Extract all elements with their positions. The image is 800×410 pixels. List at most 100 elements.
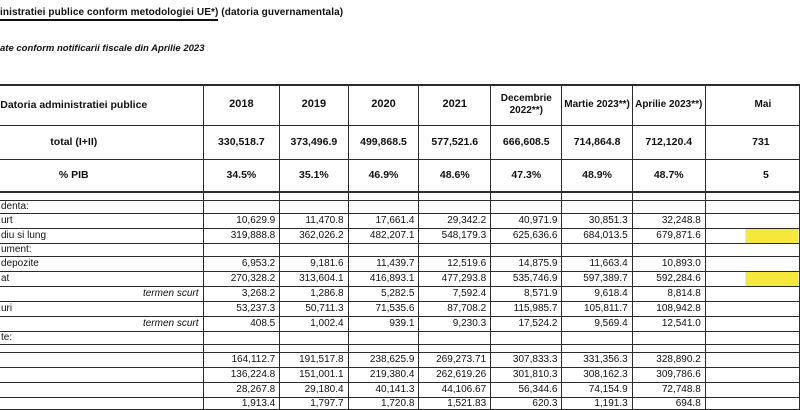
- spacer-cell: [202, 191, 281, 201]
- spacer-row-1: [0, 191, 800, 201]
- data-cell-mai-highlighted: [704, 270, 800, 287]
- data-cell: 620.3: [490, 396, 563, 410]
- data-cell: [561, 242, 633, 257]
- data-cell: [202, 330, 281, 345]
- data-cell: 625,636.6: [490, 227, 563, 244]
- spacer-cell: [561, 343, 633, 353]
- data-cell: [347, 199, 420, 214]
- total-2020: 499,868.5: [347, 124, 420, 160]
- table-row: at 270,328.2 313,604.1 416,893.1 477,293.8 53…: [0, 270, 800, 287]
- table-row: te:: [0, 330, 800, 345]
- data-cell: [490, 242, 563, 257]
- data-cell: 10,629.9: [202, 212, 281, 229]
- data-cell-mai: [704, 300, 800, 317]
- page-subtitle: ate conform notificarii fiscale din Apri…: [0, 43, 205, 54]
- data-cell: [490, 199, 563, 214]
- pib-2020: 46.9%: [347, 158, 420, 193]
- data-cell: 308,162.3: [561, 366, 633, 383]
- data-cell: 32,248.8: [631, 212, 706, 229]
- data-cell-mai: [704, 242, 800, 257]
- data-cell: 29,342.2: [418, 212, 492, 229]
- header-aprilie-2023: Aprilie 2023**): [631, 84, 706, 126]
- data-cell: 1,720.8: [347, 396, 420, 410]
- data-cell: 115,985.7: [490, 300, 563, 317]
- pib-label: % PIB: [0, 158, 204, 193]
- data-cell: 939.1: [347, 315, 420, 332]
- data-cell: 309,786.6: [631, 366, 706, 383]
- data-cell: 30,851.3: [561, 212, 633, 229]
- data-cell: 362,026.2: [279, 227, 349, 244]
- data-cell: 12,541.0: [631, 315, 706, 332]
- header-martie-2023: Martie 2023**): [561, 84, 633, 126]
- data-cell-mai-highlighted: [704, 227, 800, 244]
- pib-mai: 5: [704, 158, 800, 193]
- table-row: 1,913.4 1,797.7 1,720.8 1,521.83 620.3 1,191.…: [0, 396, 800, 410]
- data-cell: 1,797.7: [279, 396, 349, 410]
- data-cell: 477,293.8: [418, 270, 492, 287]
- data-cell: 50,711.3: [279, 300, 349, 317]
- data-cell: 56,344.6: [490, 381, 563, 398]
- data-cell: 11,663.4: [561, 255, 633, 272]
- data-cell: 482,207.1: [347, 227, 420, 244]
- data-cell: 1,191.3: [561, 396, 633, 410]
- spacer-cell: [704, 191, 800, 201]
- data-cell: [202, 199, 281, 214]
- data-cell: [631, 242, 706, 257]
- spacer-cell: [347, 191, 420, 201]
- data-cell: 597,389.7: [561, 270, 633, 287]
- data-cell: 191,517.8: [279, 351, 349, 368]
- data-cell: 301,810.3: [490, 366, 563, 383]
- title-underlined-part: inistratiei publice conform metodologiei…: [0, 7, 219, 21]
- data-cell: [347, 242, 420, 257]
- data-cell: 270,328.2: [202, 270, 281, 287]
- header-2020: 2020: [347, 84, 420, 126]
- pib-dec-2022: 47.3%: [490, 158, 563, 193]
- row-label: urt: [0, 212, 204, 229]
- pib-row: % PIB 34.5% 35.1% 46.9% 48.6% 47.3% 48.9…: [0, 158, 800, 193]
- data-cell: [418, 242, 492, 257]
- row-label: depozite: [0, 255, 204, 272]
- data-cell: 1,913.4: [202, 396, 281, 410]
- row-label: termen scurt: [0, 285, 204, 302]
- spacer-cell: [418, 343, 492, 353]
- header-label: Datoria administratiei publice: [0, 84, 204, 126]
- data-cell-mai: [704, 366, 800, 383]
- data-cell: 28,267.8: [202, 381, 281, 398]
- row-label: [0, 366, 204, 383]
- title-plain-part: (datoria guvernamentala): [218, 7, 344, 18]
- data-cell: 9,618.4: [561, 285, 633, 302]
- spacer-row-2: [0, 343, 800, 353]
- pib-2019: 35.1%: [279, 158, 349, 193]
- data-cell: 408.5: [202, 315, 281, 332]
- data-cell: 11,470.8: [279, 212, 349, 229]
- data-cell: 9,181.6: [279, 255, 349, 272]
- data-cell: [418, 199, 492, 214]
- total-2018: 330,518.7: [202, 124, 281, 160]
- data-cell: 164,112.7: [202, 351, 281, 368]
- data-cell: [561, 199, 633, 214]
- data-cell: [279, 242, 349, 257]
- pib-aprilie-2023: 48.7%: [631, 158, 706, 193]
- row-label: [0, 381, 204, 398]
- row-label: te:: [0, 330, 204, 345]
- data-cell: 108,942.8: [631, 300, 706, 317]
- spacer-cell: [490, 343, 563, 353]
- data-cell: 238,625.9: [347, 351, 420, 368]
- data-cell: 8,571.9: [490, 285, 563, 302]
- data-cell: 3,268.2: [202, 285, 281, 302]
- table-row: denta:: [0, 199, 800, 214]
- total-row: total (I+II) 330,518.7 373,496.9 499,868…: [0, 124, 800, 160]
- data-cell: 14,875.9: [490, 255, 563, 272]
- total-2021: 577,521.6: [418, 124, 492, 160]
- row-label: termen scurt: [0, 315, 204, 332]
- data-cell-mai: [704, 315, 800, 332]
- data-cell-mai: [704, 285, 800, 302]
- data-cell: 269,273.71: [418, 351, 492, 368]
- header-decembrie-2022: Decembrie 2022**): [490, 84, 563, 126]
- data-cell: 535,746.9: [490, 270, 563, 287]
- spacer-cell: [347, 343, 420, 353]
- header-2021: 2021: [418, 84, 492, 126]
- data-cell: 105,811.7: [561, 300, 633, 317]
- spacer-cell: [0, 343, 204, 353]
- total-dec-2022: 666,608.5: [490, 124, 563, 160]
